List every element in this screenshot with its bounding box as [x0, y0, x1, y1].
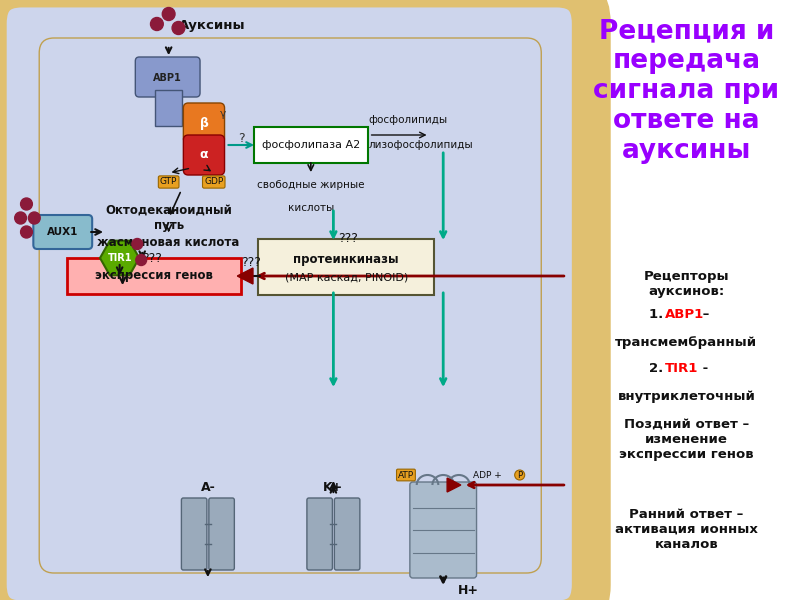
FancyBboxPatch shape — [254, 127, 368, 163]
Polygon shape — [447, 478, 461, 492]
Text: путь: путь — [154, 218, 184, 232]
Text: ADP +: ADP + — [473, 470, 502, 479]
Circle shape — [132, 238, 142, 250]
Text: –: – — [698, 308, 710, 321]
FancyBboxPatch shape — [135, 57, 200, 97]
Text: 2.: 2. — [649, 362, 668, 375]
Text: 1.: 1. — [649, 308, 668, 321]
FancyBboxPatch shape — [34, 215, 92, 249]
Text: ???: ??? — [241, 256, 261, 269]
Text: TIR1: TIR1 — [665, 362, 698, 375]
Text: ???: ??? — [338, 232, 358, 245]
Circle shape — [21, 226, 32, 238]
Text: Октодеканоидный: Октодеканоидный — [106, 203, 232, 217]
Text: H+: H+ — [458, 583, 479, 596]
Circle shape — [29, 212, 40, 224]
Circle shape — [172, 22, 185, 34]
Text: (MAP каскад, PINOID): (MAP каскад, PINOID) — [285, 273, 408, 283]
Bar — [155, 90, 182, 126]
Circle shape — [150, 17, 163, 31]
Text: K+: K+ — [323, 481, 343, 494]
Text: GDP: GDP — [204, 178, 223, 187]
Text: фосфолипиды: фосфолипиды — [369, 115, 448, 125]
Text: ???: ??? — [142, 251, 162, 265]
Text: кислоты: кислоты — [288, 203, 334, 213]
Text: P: P — [517, 470, 522, 479]
Text: жасмоновая кислота: жасмоновая кислота — [98, 235, 240, 248]
Text: α: α — [200, 148, 208, 161]
Text: протеинкиназы: протеинкиназы — [294, 253, 399, 266]
Text: ?: ? — [238, 131, 245, 145]
Circle shape — [162, 7, 175, 20]
FancyBboxPatch shape — [3, 2, 577, 600]
FancyBboxPatch shape — [0, 0, 591, 600]
Text: AUX1: AUX1 — [47, 227, 78, 237]
FancyBboxPatch shape — [307, 498, 333, 570]
FancyBboxPatch shape — [334, 498, 360, 570]
Text: экспрессия генов: экспрессия генов — [95, 269, 213, 283]
Text: трансмембранный: трансмембранный — [615, 336, 758, 349]
Text: Ранний ответ –
активация ионных
каналов: Ранний ответ – активация ионных каналов — [615, 508, 758, 551]
Text: свободные жирные: свободные жирные — [257, 180, 365, 190]
Text: ATP: ATP — [398, 470, 414, 479]
Text: GTP: GTP — [160, 178, 178, 187]
FancyBboxPatch shape — [410, 482, 477, 578]
FancyBboxPatch shape — [183, 135, 225, 175]
FancyBboxPatch shape — [66, 258, 242, 294]
Polygon shape — [238, 268, 253, 284]
Circle shape — [21, 198, 32, 210]
FancyBboxPatch shape — [209, 498, 234, 570]
Text: внутриклеточный: внутриклеточный — [618, 390, 755, 403]
Text: ABP1: ABP1 — [154, 73, 182, 83]
Circle shape — [136, 254, 146, 265]
Text: Рецепция и
передача
сигнала при
ответе на
ауксины: Рецепция и передача сигнала при ответе н… — [594, 18, 779, 164]
Text: -: - — [698, 362, 708, 375]
Text: TIR1: TIR1 — [107, 253, 132, 263]
Text: лизофосфолипиды: лизофосфолипиды — [369, 140, 474, 150]
Text: ABP1: ABP1 — [665, 308, 704, 321]
Text: A-: A- — [201, 481, 215, 494]
Text: γ: γ — [220, 109, 226, 119]
Text: β: β — [199, 116, 208, 130]
FancyBboxPatch shape — [182, 498, 207, 570]
Text: Рецепторы
ауксинов:: Рецепторы ауксинов: — [643, 270, 729, 298]
Circle shape — [14, 212, 26, 224]
FancyBboxPatch shape — [183, 103, 225, 143]
Text: Ауксины: Ауксины — [178, 19, 245, 31]
Text: Поздний ответ –
изменение
экспрессии генов: Поздний ответ – изменение экспрессии ген… — [619, 418, 754, 461]
Text: фосфолипаза А2: фосфолипаза А2 — [262, 140, 360, 150]
FancyBboxPatch shape — [258, 239, 434, 295]
